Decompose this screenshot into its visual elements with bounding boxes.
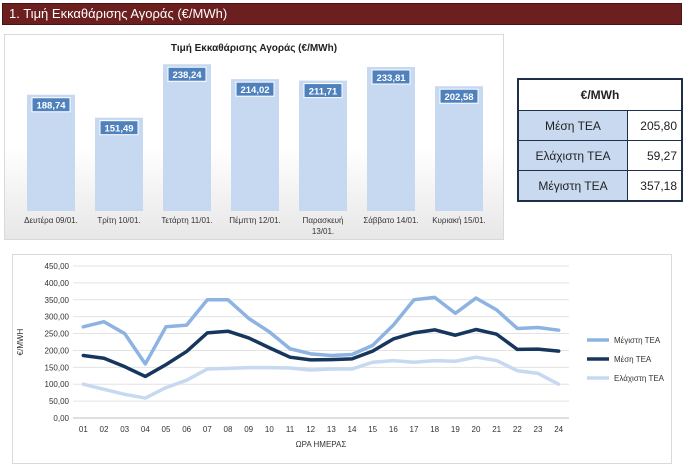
bar xyxy=(367,66,415,211)
bar-value-label-box xyxy=(31,97,71,113)
stats-label: Ελάχιστη ΤΕΑ xyxy=(517,140,628,171)
x-tick-label: 07 xyxy=(203,425,212,434)
mean-series-line xyxy=(81,327,561,379)
line-chart: 0,00 50,00 100,00 150,00 200,00 250,00 300,00 3… xyxy=(16,262,665,449)
stats-table: €/MWh Μέση ΤΕΑ 205,80 Ελάχιστη ΤΕΑ 59,27… xyxy=(517,78,683,202)
legend-label: Ελάχιστη ΤΕΑ xyxy=(614,374,665,383)
bar-category-label: 13/01. xyxy=(312,227,334,236)
bar-category-label: Τρίτη 10/01. xyxy=(97,216,140,225)
bar-category-label: Κυριακή 15/01. xyxy=(432,216,486,225)
stats-row-mean: Μέση ΤΕΑ 205,80 xyxy=(517,110,683,141)
x-tick-label: 24 xyxy=(554,425,563,434)
y-tick-label: 350,00 xyxy=(45,296,70,305)
x-tick-label: 13 xyxy=(327,425,336,434)
bar-chart-panel: Τιμή Εκκαθάρισης Αγοράς (€/MWh) 188,74 Δευ… xyxy=(4,34,504,240)
stats-label: Μέγιστη ΤΕΑ xyxy=(517,170,628,202)
bar-value-label-box xyxy=(439,88,479,104)
x-tick-label: 14 xyxy=(348,425,357,434)
y-tick-label: 50,00 xyxy=(49,397,70,406)
x-tick-label: 20 xyxy=(472,425,481,434)
bar-value-label: 211,71 xyxy=(309,87,338,98)
bar xyxy=(163,64,211,211)
bar xyxy=(27,94,75,211)
stats-value: 59,27 xyxy=(627,140,683,171)
bar-category-label: Τετάρτη 11/01. xyxy=(161,216,212,225)
x-tick-label: 05 xyxy=(162,425,171,434)
bar xyxy=(231,79,279,211)
y-tick-label: 450,00 xyxy=(45,262,70,271)
bar-chart: Τιμή Εκκαθάρισης Αγοράς (€/MWh) 188,74 Δευ… xyxy=(24,43,486,236)
legend-label: Μέση ΤΕΑ xyxy=(614,355,652,364)
bar xyxy=(299,80,347,211)
x-tick-label: 01 xyxy=(79,425,88,434)
bar-category-label: Παρασκευή xyxy=(303,216,344,225)
y-tick-label: 100,00 xyxy=(45,380,70,389)
legend-label: Μέγιστη ΤΕΑ xyxy=(614,336,661,345)
x-tick-label: 12 xyxy=(306,425,315,434)
x-tick-label: 21 xyxy=(492,425,501,434)
y-tick-label: 0,00 xyxy=(53,414,69,423)
bar-value-label-box xyxy=(167,66,207,82)
bar-value-label-box xyxy=(371,69,411,85)
bar xyxy=(435,86,483,211)
x-tick-label: 06 xyxy=(182,425,191,434)
bar-value-label-box xyxy=(303,83,343,99)
x-tick-label: 23 xyxy=(534,425,543,434)
x-tick-label: 08 xyxy=(224,425,233,434)
section-header: 1. Τιμή Εκκαθάρισης Αγοράς (€/MWh) xyxy=(2,3,682,25)
x-tick-label: 19 xyxy=(451,425,460,434)
stats-row-max: Μέγιστη ΤΕΑ 357,18 xyxy=(517,170,683,202)
y-tick-label: 400,00 xyxy=(45,279,70,288)
x-tick-label: 10 xyxy=(265,425,274,434)
x-axis-title: ΩΡΑ ΗΜΕΡΑΣ xyxy=(296,440,347,449)
bar-value-label: 151,49 xyxy=(104,124,133,135)
line-chart-panel: 0,00 50,00 100,00 150,00 200,00 250,00 300,00 3… xyxy=(12,254,672,464)
bar-value-label: 233,81 xyxy=(376,73,406,84)
y-tick-label: 200,00 xyxy=(45,346,70,355)
x-tick-label: 15 xyxy=(368,425,377,434)
max-series-line xyxy=(81,295,561,366)
x-tick-label: 02 xyxy=(100,425,109,434)
bar-category-label: Δευτέρα 09/01. xyxy=(24,216,78,225)
stats-value: 205,80 xyxy=(627,110,683,141)
bar-value-label-box xyxy=(99,120,139,136)
bar-value-label: 238,24 xyxy=(172,70,202,81)
section-title: 1. Τιμή Εκκαθάρισης Αγοράς (€/MWh) xyxy=(9,6,228,21)
y-tick-label: 150,00 xyxy=(45,363,70,372)
x-tick-label: 03 xyxy=(120,425,129,434)
bar-chart-title: Τιμή Εκκαθάρισης Αγοράς (€/MWh) xyxy=(171,43,337,54)
stats-value: 357,18 xyxy=(627,170,683,202)
min-series-line xyxy=(81,355,561,400)
x-tick-label: 18 xyxy=(430,425,439,434)
x-tick-label: 09 xyxy=(244,425,253,434)
y-axis-title: €/MWH xyxy=(16,328,25,355)
x-tick-label: 16 xyxy=(389,425,398,434)
bar-value-label: 214,02 xyxy=(240,85,269,96)
bar-value-label: 202,58 xyxy=(444,92,473,103)
x-tick-label: 22 xyxy=(513,425,522,434)
bar-value-label: 188,74 xyxy=(36,101,66,112)
bar-category-label: Πέμπτη 12/01. xyxy=(229,216,281,225)
stats-header: €/MWh xyxy=(517,78,683,111)
stats-label: Μέση ΤΕΑ xyxy=(517,110,628,141)
stats-row-min: Ελάχιστη ΤΕΑ 59,27 xyxy=(517,140,683,171)
x-tick-label: 17 xyxy=(410,425,419,434)
y-tick-label: 300,00 xyxy=(45,313,70,322)
x-tick-label: 11 xyxy=(286,425,295,434)
x-tick-label: 04 xyxy=(141,425,150,434)
y-tick-label: 250,00 xyxy=(45,330,70,339)
bar-category-label: Σάββατο 14/01. xyxy=(363,216,418,225)
bar-value-label-box xyxy=(235,81,275,97)
